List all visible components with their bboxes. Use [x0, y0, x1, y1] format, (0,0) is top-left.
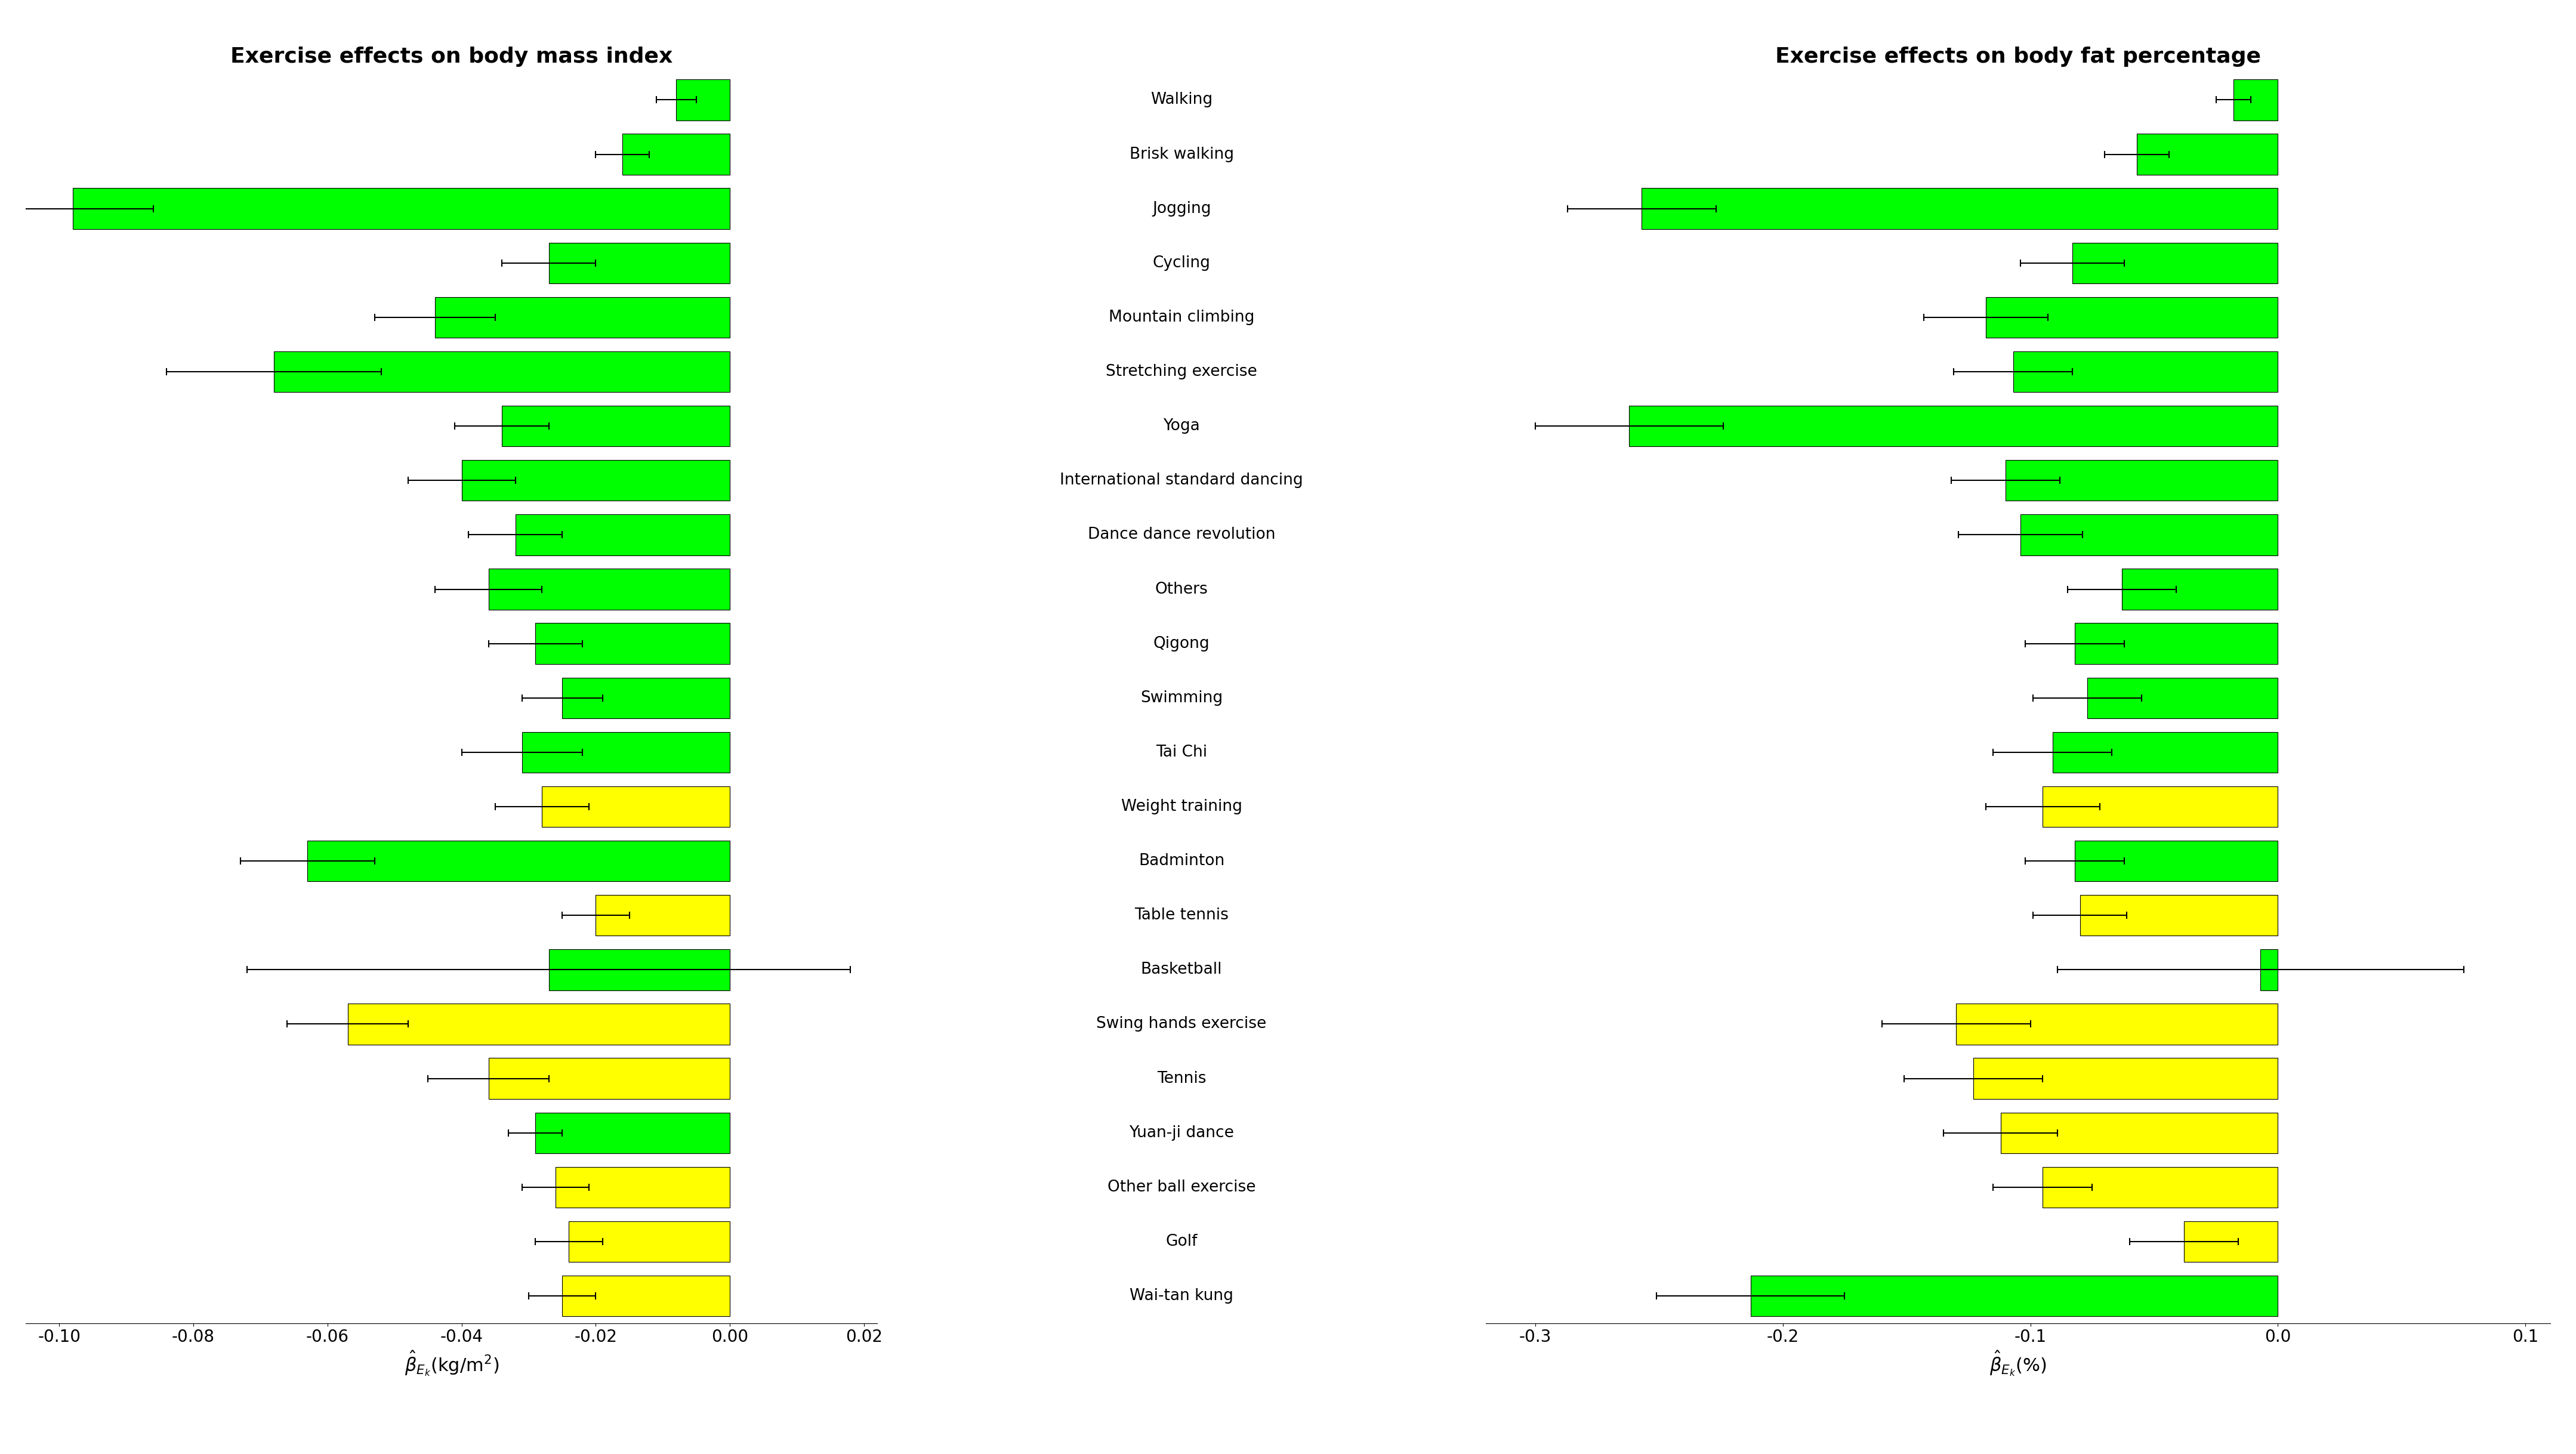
Bar [1752, 1275, 2277, 1316]
Bar [2123, 569, 2277, 609]
Bar [677, 80, 729, 121]
Text: Dance dance revolution: Dance dance revolution [1087, 526, 1275, 542]
Bar [273, 352, 729, 393]
Text: Yoga: Yoga [1164, 419, 1200, 433]
Bar [2002, 1112, 2277, 1153]
Bar [489, 569, 729, 609]
Bar [2087, 678, 2277, 718]
Text: Yuan-ji dance: Yuan-ji dance [1128, 1125, 1234, 1140]
Bar [435, 297, 729, 337]
Text: Qigong: Qigong [1154, 635, 1211, 651]
Text: Stretching exercise: Stretching exercise [1105, 364, 1257, 379]
Bar [502, 406, 729, 446]
Text: Swimming: Swimming [1141, 691, 1224, 705]
Text: Tennis: Tennis [1157, 1070, 1206, 1086]
Bar [72, 188, 729, 228]
Bar [1955, 1003, 2277, 1044]
Bar [2079, 896, 2277, 936]
Text: Swing hands exercise: Swing hands exercise [1097, 1016, 1267, 1032]
Bar [2262, 949, 2277, 990]
Bar [2020, 515, 2277, 555]
Bar [461, 459, 729, 500]
Text: Other ball exercise: Other ball exercise [1108, 1179, 1255, 1195]
Text: Basketball: Basketball [1141, 963, 1221, 977]
Bar [562, 678, 729, 718]
Bar [549, 243, 729, 284]
Bar [549, 949, 729, 990]
Text: Badminton: Badminton [1139, 853, 1224, 869]
Text: Table tennis: Table tennis [1133, 907, 1229, 923]
Bar [489, 1059, 729, 1099]
Bar [2074, 243, 2277, 284]
Bar [1641, 188, 2277, 228]
Bar [1973, 1059, 2277, 1099]
Bar [2012, 352, 2277, 393]
Title: Exercise effects on body mass index: Exercise effects on body mass index [229, 47, 672, 67]
Bar [2184, 1221, 2277, 1262]
Bar [1628, 406, 2277, 446]
Bar [536, 624, 729, 664]
Text: International standard dancing: International standard dancing [1059, 473, 1303, 489]
Text: Wai-tan kung: Wai-tan kung [1131, 1288, 1234, 1304]
Bar [562, 1275, 729, 1316]
Text: Weight training: Weight training [1121, 798, 1242, 814]
Text: Brisk walking: Brisk walking [1128, 147, 1234, 161]
Bar [523, 731, 729, 772]
Text: Jogging: Jogging [1151, 201, 1211, 217]
Bar [2007, 459, 2277, 500]
Bar [623, 134, 729, 174]
Bar [307, 840, 729, 881]
Bar [2043, 1166, 2277, 1208]
Title: Exercise effects on body fat percentage: Exercise effects on body fat percentage [1775, 47, 2262, 67]
Text: Cycling: Cycling [1151, 256, 1211, 270]
Bar [2053, 731, 2277, 772]
Bar [569, 1221, 729, 1262]
Bar [541, 787, 729, 827]
Bar [2138, 134, 2277, 174]
X-axis label: $\hat{\beta}_{E_k}$(%): $\hat{\beta}_{E_k}$(%) [1989, 1349, 2045, 1377]
Bar [556, 1166, 729, 1208]
Bar [2233, 80, 2277, 121]
Bar [2074, 624, 2277, 664]
Bar [2074, 840, 2277, 881]
Text: Others: Others [1154, 582, 1208, 598]
Text: Mountain climbing: Mountain climbing [1108, 310, 1255, 326]
Bar [595, 896, 729, 936]
Text: Tai Chi: Tai Chi [1157, 744, 1208, 760]
Bar [1986, 297, 2277, 337]
Bar [2043, 787, 2277, 827]
Bar [348, 1003, 729, 1044]
Text: Walking: Walking [1151, 92, 1213, 108]
Bar [515, 515, 729, 555]
Text: Golf: Golf [1164, 1234, 1198, 1249]
X-axis label: $\hat{\beta}_{E_k}$(kg/m$^2$): $\hat{\beta}_{E_k}$(kg/m$^2$) [404, 1349, 500, 1377]
Bar [536, 1112, 729, 1153]
